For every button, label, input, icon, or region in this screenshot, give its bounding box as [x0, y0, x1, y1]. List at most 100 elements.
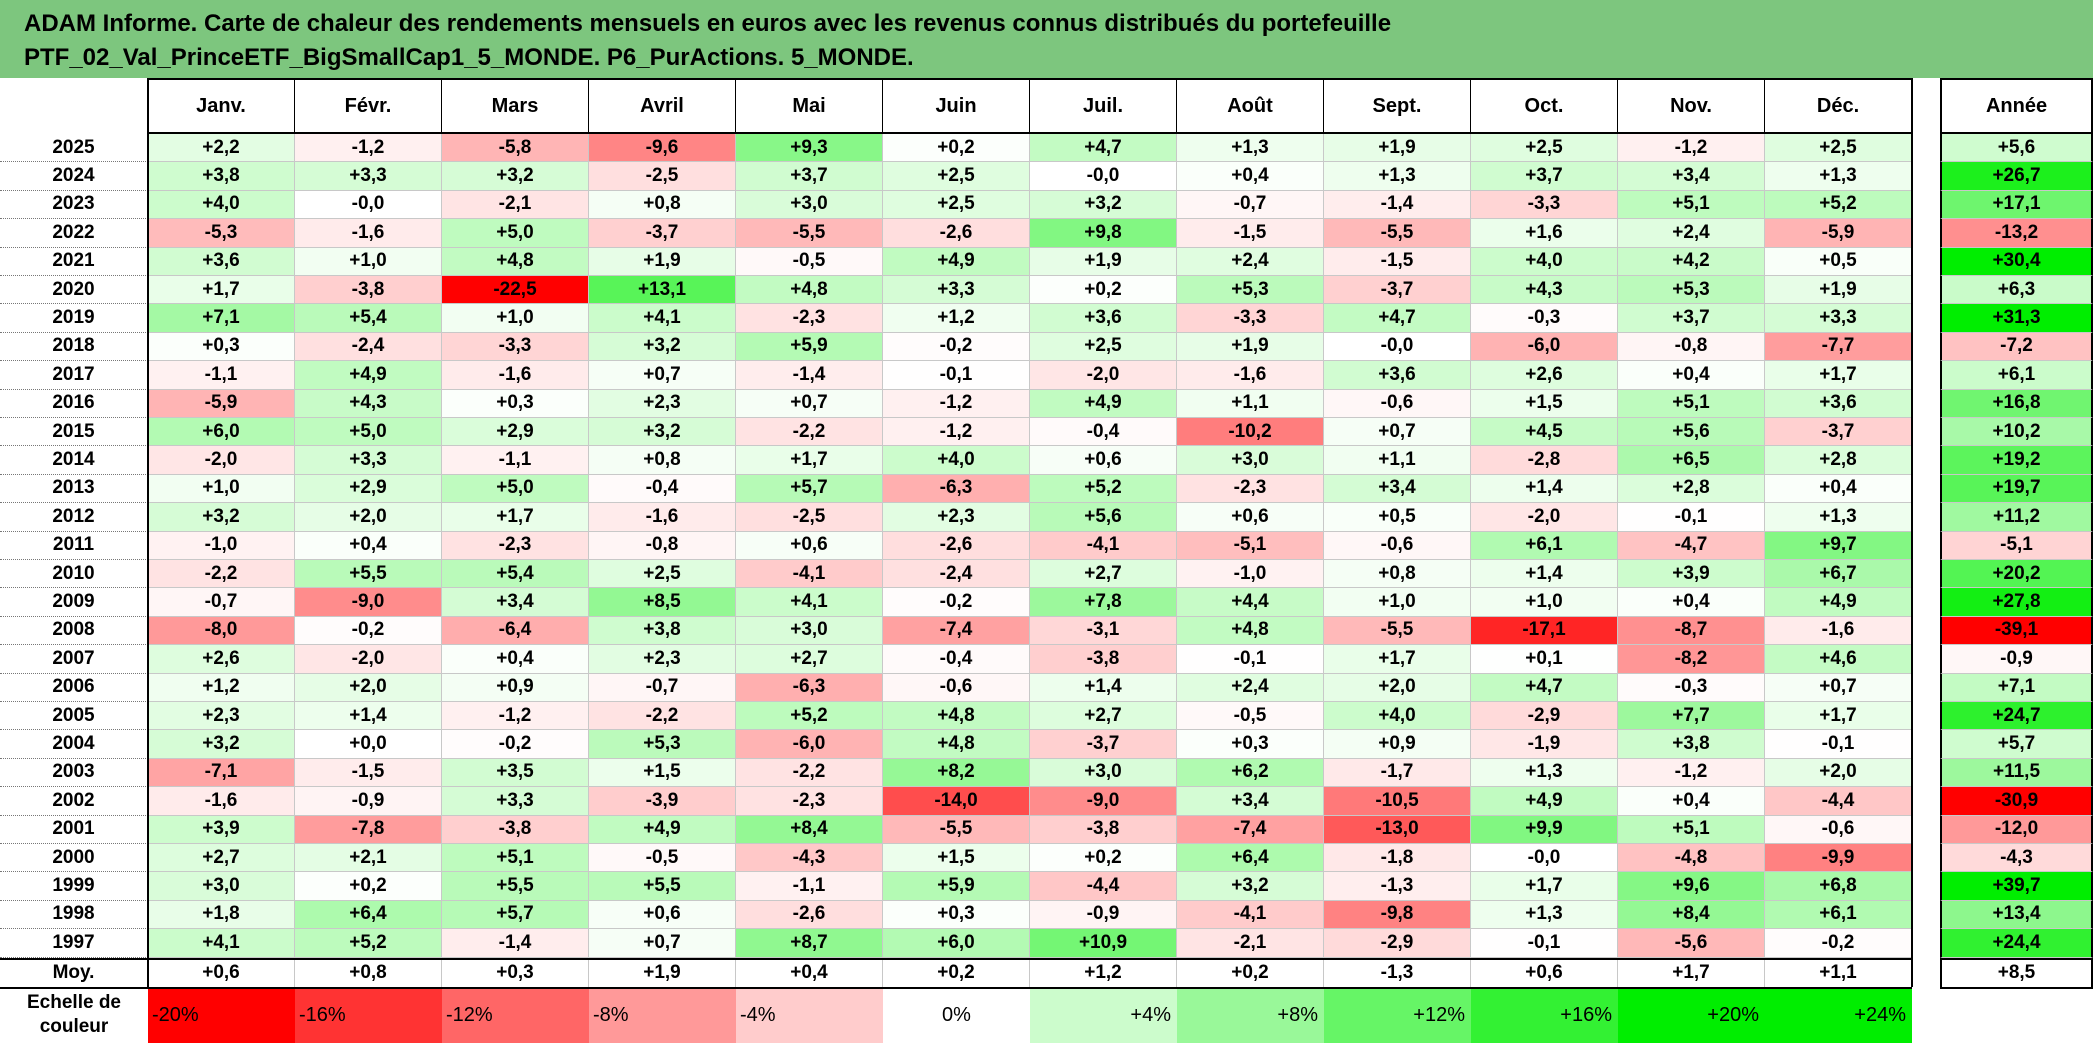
- heatmap-cell: +7,7: [1618, 702, 1765, 731]
- heatmap-cell: +1,3: [1471, 900, 1618, 930]
- heatmap-cell: +8,2: [883, 758, 1030, 788]
- color-scale-swatch: -16%: [295, 987, 442, 1043]
- heatmap-cell: -4,1: [1030, 531, 1177, 560]
- average-cell: +0,8: [295, 958, 442, 987]
- heatmap-cell: -0,1: [1618, 503, 1765, 532]
- heatmap-cell: -6,0: [1471, 332, 1618, 362]
- heatmap-cell: +1,0: [148, 474, 295, 504]
- heatmap-cell: +2,4: [1177, 673, 1324, 702]
- heatmap-cell: +2,7: [736, 645, 883, 674]
- heatmap-cell: +1,3: [1324, 162, 1471, 191]
- annual-cell: +19,7: [1940, 474, 2093, 504]
- heatmap-cell: +1,0: [1324, 588, 1471, 617]
- average-cell: +1,1: [1765, 958, 1912, 987]
- heatmap-cell: +9,3: [736, 134, 883, 163]
- heatmap-cell: -2,3: [736, 787, 883, 816]
- heatmap-cell: +1,7: [1765, 361, 1912, 390]
- heatmap-cell: -2,4: [295, 332, 442, 362]
- heatmap-cell: +4,4: [1177, 588, 1324, 617]
- heatmap-cell: +0,7: [589, 361, 736, 390]
- heatmap-cell: +3,6: [148, 247, 295, 276]
- heatmap-cell: -1,6: [589, 503, 736, 532]
- heatmap-cell: +0,8: [1324, 560, 1471, 589]
- heatmap-cell: -2,2: [589, 702, 736, 731]
- heatmap-cell: -22,5: [442, 276, 589, 305]
- heatmap-cell: +7,1: [148, 304, 295, 333]
- year-label: 2005: [0, 702, 148, 731]
- heatmap-cell: +5,1: [1618, 815, 1765, 844]
- heatmap-cell: +3,9: [148, 815, 295, 844]
- heatmap-cell: +2,3: [589, 389, 736, 418]
- heatmap-cell: -0,5: [736, 247, 883, 276]
- heatmap-cell: -0,6: [1765, 815, 1912, 844]
- heatmap-cell: -1,9: [1471, 730, 1618, 759]
- color-scale-swatch: +24%: [1765, 987, 1912, 1043]
- heatmap-cell: +1,7: [1765, 702, 1912, 731]
- year-label: 2000: [0, 844, 148, 873]
- heatmap-cell: +3,7: [736, 162, 883, 191]
- heatmap-cell: -2,8: [1471, 446, 1618, 475]
- heatmap-cell: +0,4: [1618, 361, 1765, 390]
- year-label: 2002: [0, 787, 148, 816]
- heatmap-cell: +1,9: [1177, 332, 1324, 362]
- heatmap-cell: +5,3: [1177, 276, 1324, 305]
- average-cell: +1,9: [589, 958, 736, 987]
- heatmap-cell: +2,0: [295, 503, 442, 532]
- annual-cell: -39,1: [1940, 616, 2093, 646]
- heatmap-cell: -7,1: [148, 758, 295, 788]
- average-cell: +0,3: [442, 958, 589, 987]
- heatmap-cell: +2,1: [295, 844, 442, 873]
- heatmap-cell: +0,4: [1765, 474, 1912, 504]
- heatmap-cell: +3,8: [148, 162, 295, 191]
- heatmap-cell: +6,5: [1618, 446, 1765, 475]
- heatmap-cell: +4,1: [148, 929, 295, 958]
- heatmap-cell: +5,1: [442, 844, 589, 873]
- heatmap-cell: +1,4: [1471, 560, 1618, 589]
- column-header: Nov.: [1618, 78, 1765, 134]
- heatmap-cell: -0,6: [1324, 389, 1471, 418]
- heatmap-cell: +6,0: [883, 929, 1030, 958]
- heatmap-cell: -0,2: [442, 730, 589, 759]
- annual-cell: +7,1: [1940, 673, 2093, 702]
- heatmap-cell: -1,7: [1324, 758, 1471, 788]
- heatmap-cell: +1,3: [1765, 162, 1912, 191]
- heatmap-cell: +3,2: [589, 418, 736, 447]
- year-label: 2023: [0, 190, 148, 220]
- heatmap-cell: +5,4: [442, 560, 589, 589]
- annual-cell: -12,0: [1940, 815, 2093, 844]
- annual-cell: -7,2: [1940, 332, 2093, 362]
- annual-cell: +17,1: [1940, 190, 2093, 220]
- report-title: ADAM Informe. Carte de chaleur des rende…: [0, 0, 2093, 78]
- heatmap-cell: +3,0: [736, 616, 883, 646]
- heatmap-cell: +0,9: [1324, 730, 1471, 759]
- heatmap-cell: -2,3: [442, 531, 589, 560]
- heatmap-cell: -1,6: [295, 219, 442, 248]
- heatmap-cell: +8,4: [736, 815, 883, 844]
- heatmap-cell: +0,4: [1177, 162, 1324, 191]
- heatmap-cell: +1,7: [148, 276, 295, 305]
- heatmap-cell: +4,8: [883, 730, 1030, 759]
- heatmap-cell: -8,0: [148, 616, 295, 646]
- heatmap-cell: +4,9: [589, 815, 736, 844]
- average-row-bottom-border: [0, 987, 1912, 989]
- heatmap-cell: +4,8: [883, 702, 1030, 731]
- heatmap-cell: +0,5: [1765, 247, 1912, 276]
- heatmap-cell: +4,3: [1471, 276, 1618, 305]
- heatmap-cell: +2,4: [1618, 219, 1765, 248]
- heatmap-cell: +2,5: [1030, 332, 1177, 362]
- color-scale-label-line2: couleur: [39, 1016, 109, 1037]
- heatmap-cell: +1,2: [148, 673, 295, 702]
- heatmap-cell: +3,6: [1030, 304, 1177, 333]
- heatmap-cell: +1,4: [1030, 673, 1177, 702]
- color-scale-swatch: -20%: [148, 987, 295, 1043]
- heatmap-cell: +4,0: [1324, 702, 1471, 731]
- annual-cell: +24,4: [1940, 929, 2093, 958]
- heatmap-cell: +1,5: [883, 844, 1030, 873]
- heatmap-cell: -4,8: [1618, 844, 1765, 873]
- heatmap-cell: +5,2: [1030, 474, 1177, 504]
- year-label: 2011: [0, 531, 148, 560]
- heatmap-cell: -0,4: [1030, 418, 1177, 447]
- annual-cell: +24,7: [1940, 702, 2093, 731]
- heatmap-cell: -0,0: [1324, 332, 1471, 362]
- heatmap-cell: +4,9: [1030, 389, 1177, 418]
